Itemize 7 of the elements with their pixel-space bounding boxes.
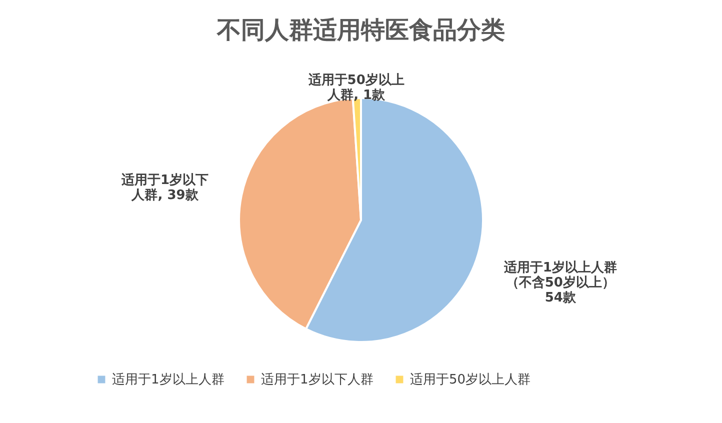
- legend-label: 适用于1岁以下人群: [261, 372, 374, 388]
- chart-title: 不同人群适用特医食品分类: [216, 16, 505, 44]
- legend-label: 适用于50岁以上人群: [410, 372, 531, 388]
- data-label: 适用于1岁以上人群（不含50岁以上）54款: [502, 260, 617, 306]
- legend-label: 适用于1岁以上人群: [112, 372, 224, 388]
- data-label: 适用于50岁以上人群, 1款: [307, 72, 404, 104]
- data-label: 适用于1岁以下人群, 39款: [120, 172, 209, 204]
